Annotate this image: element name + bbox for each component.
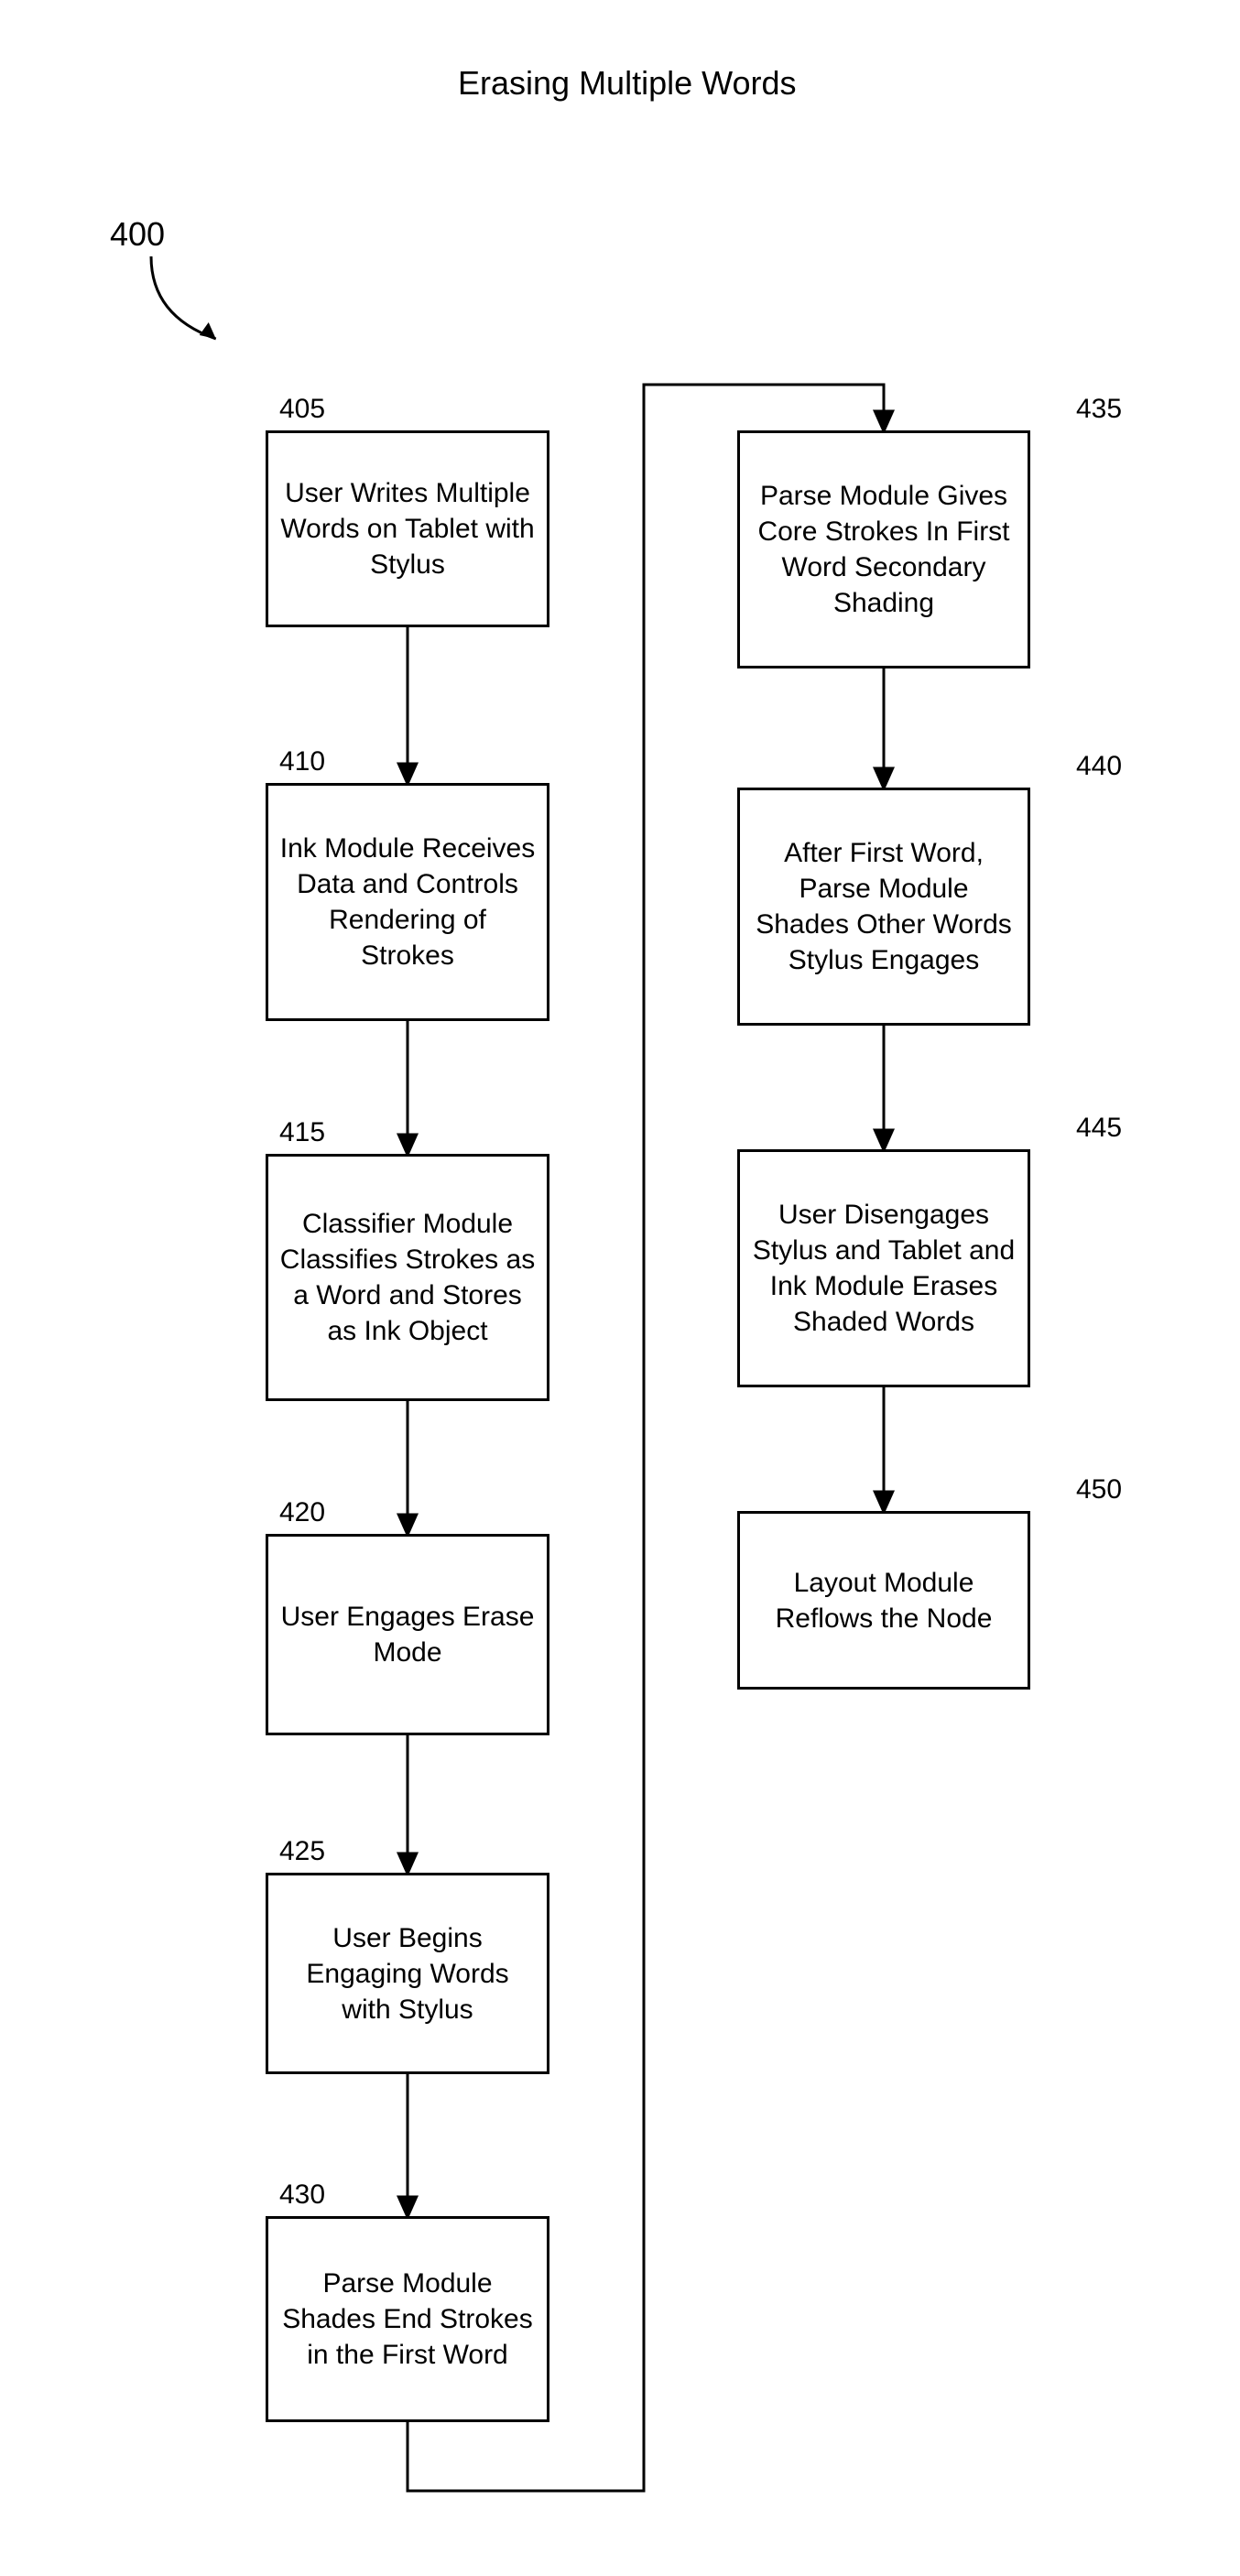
flowchart-node-text: Layout Module Reflows the Node [751, 1565, 1017, 1636]
flowchart-node-label: 405 [279, 394, 325, 425]
flowchart-node-n430: Parse Module Shades End Strokes in the F… [266, 2216, 549, 2422]
flowchart-node-label: 445 [1076, 1113, 1122, 1144]
flowchart-node-text: Parse Module Shades End Strokes in the F… [279, 2266, 536, 2373]
flowchart-node-label: 415 [279, 1117, 325, 1148]
flowchart-node-n440: After First Word, Parse Module Shades Ot… [737, 788, 1030, 1026]
flowchart-node-n415: Classifier Module Classifies Strokes as … [266, 1154, 549, 1401]
flowchart-node-n405: User Writes Multiple Words on Tablet wit… [266, 430, 549, 627]
flowchart-node-n420: User Engages Erase Mode [266, 1534, 549, 1735]
figure-pointer-arrow [142, 247, 247, 357]
flowchart-node-label: 410 [279, 746, 325, 777]
flowchart-node-label: 430 [279, 2179, 325, 2211]
figure-number-label: 400 [110, 215, 165, 254]
flowchart-node-label: 450 [1076, 1474, 1122, 1505]
flowchart-node-text: User Begins Engaging Words with Stylus [279, 1920, 536, 2027]
flowchart-node-n450: Layout Module Reflows the Node [737, 1511, 1030, 1690]
flowchart-node-label: 425 [279, 1836, 325, 1867]
flowchart-node-text: User Disengages Stylus and Tablet and In… [751, 1197, 1017, 1340]
flowchart-node-n425: User Begins Engaging Words with Stylus [266, 1873, 549, 2074]
flowchart-node-text: User Writes Multiple Words on Tablet wit… [279, 475, 536, 582]
flowchart-node-label: 420 [279, 1497, 325, 1528]
diagram-title: Erasing Multiple Words [458, 64, 796, 103]
flowchart-node-text: After First Word, Parse Module Shades Ot… [751, 835, 1017, 978]
flowchart-node-text: User Engages Erase Mode [279, 1599, 536, 1670]
flowchart-node-label: 435 [1076, 394, 1122, 425]
flowchart-node-text: Classifier Module Classifies Strokes as … [279, 1206, 536, 1349]
flowchart-connectors [0, 0, 1240, 2576]
diagram-canvas: Erasing Multiple Words 400 User Writes M… [0, 0, 1240, 2576]
flowchart-node-label: 440 [1076, 751, 1122, 782]
flowchart-node-text: Ink Module Receives Data and Controls Re… [279, 831, 536, 973]
flowchart-node-n435: Parse Module Gives Core Strokes In First… [737, 430, 1030, 668]
flowchart-node-n410: Ink Module Receives Data and Controls Re… [266, 783, 549, 1021]
flowchart-node-n445: User Disengages Stylus and Tablet and In… [737, 1149, 1030, 1387]
flowchart-node-text: Parse Module Gives Core Strokes In First… [751, 478, 1017, 621]
